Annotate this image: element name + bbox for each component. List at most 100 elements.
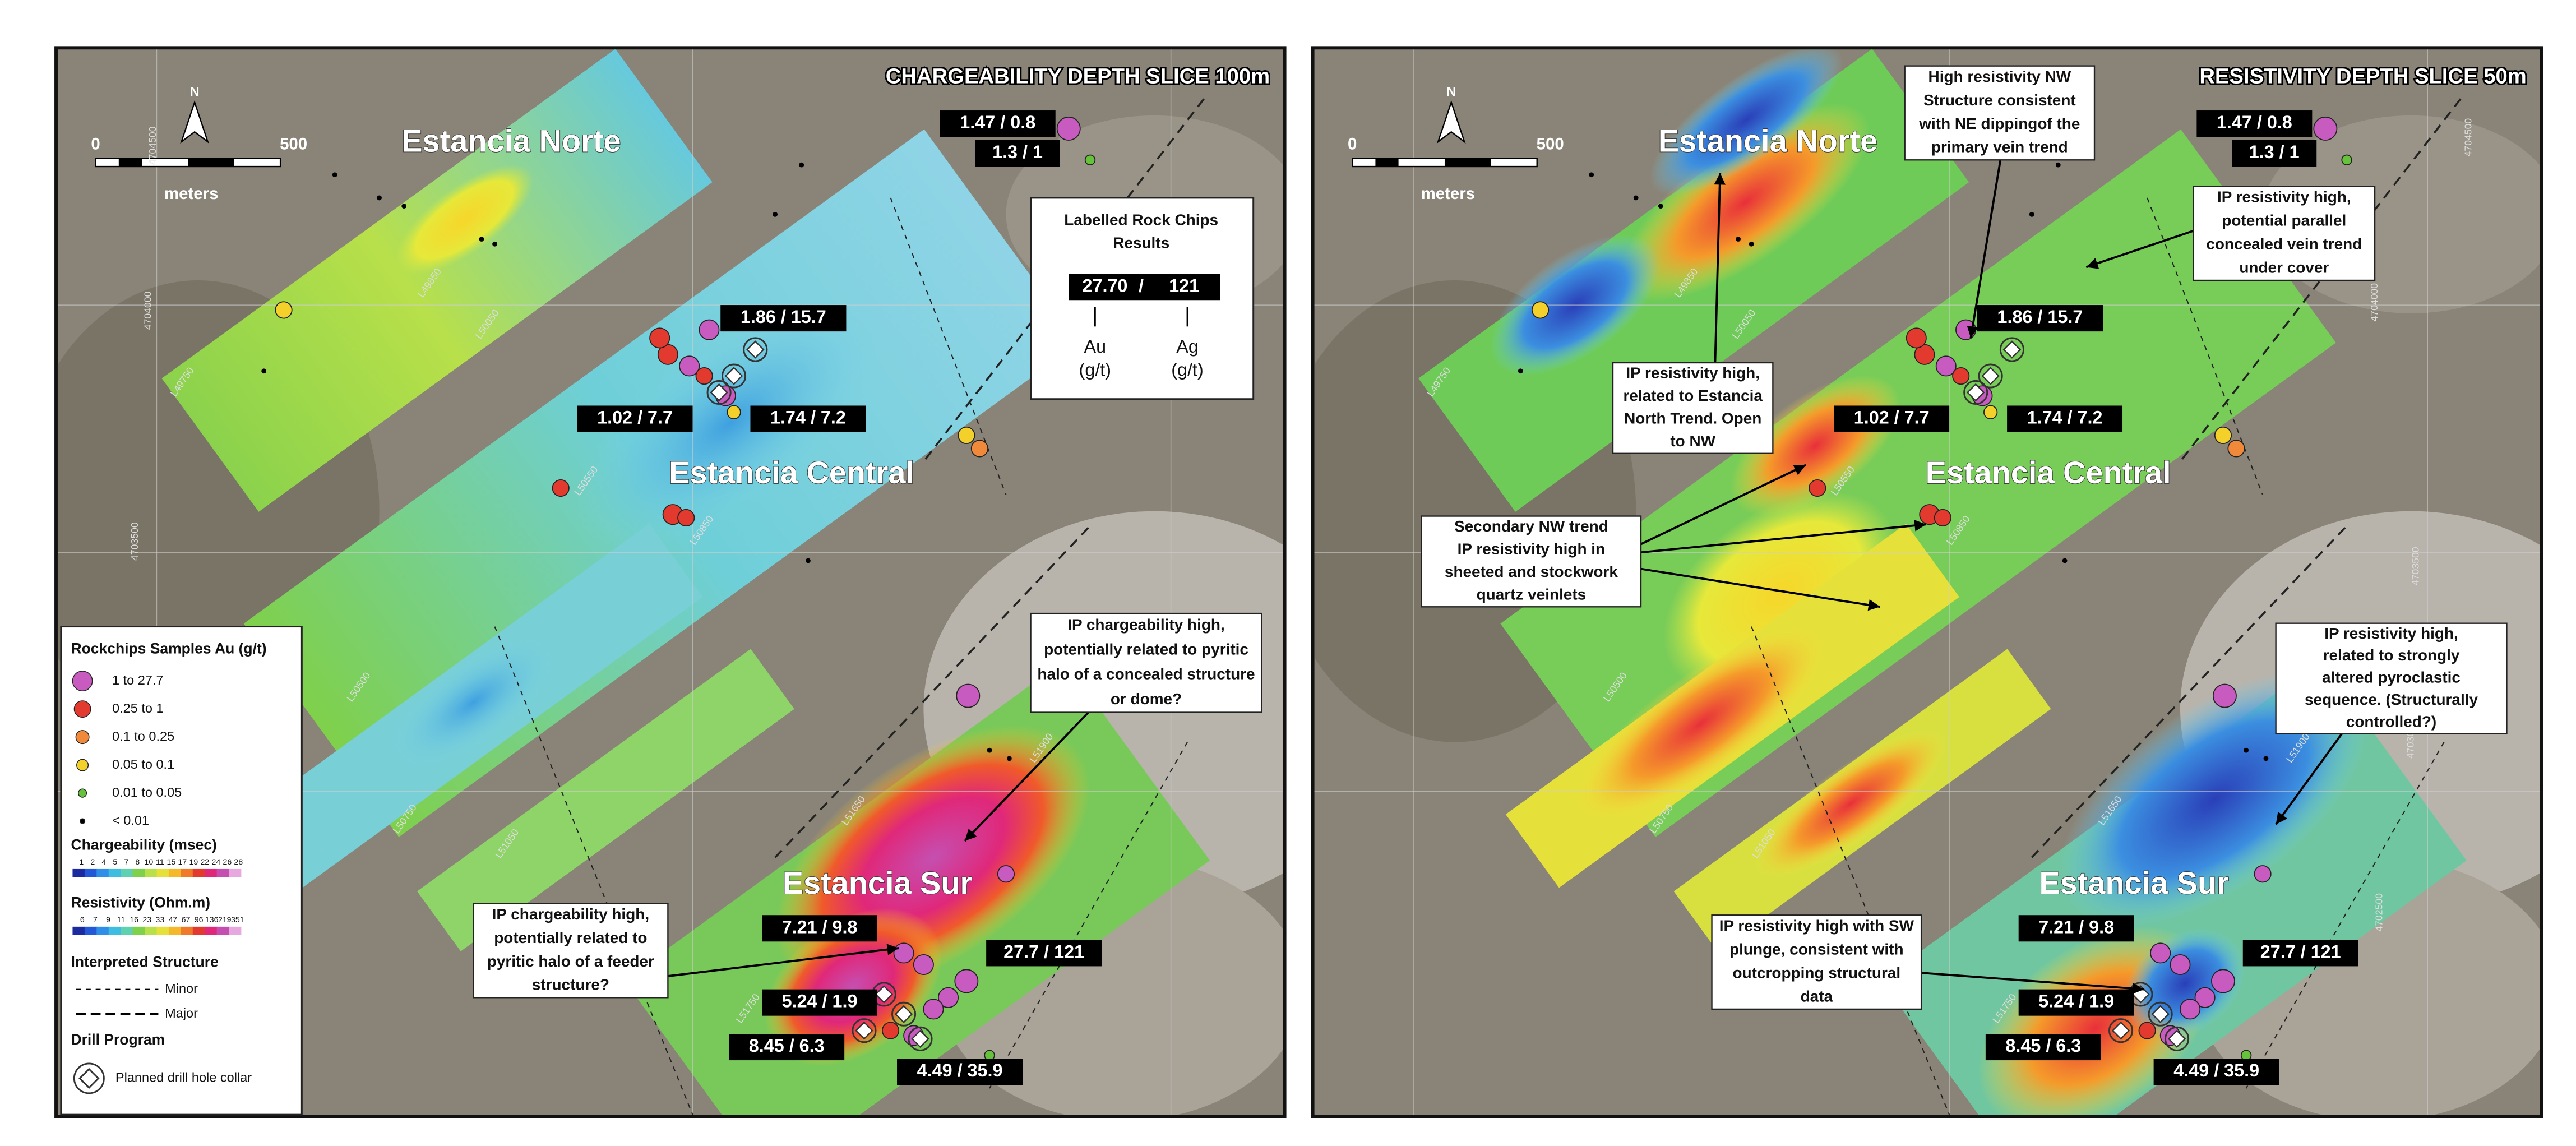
colorbar-tick: 6 <box>80 915 85 924</box>
annotation-text: to NW <box>1670 432 1715 450</box>
sample-point <box>1934 509 1951 527</box>
sample-label: 1.02 / 7.7 <box>1854 408 1930 428</box>
map-overlay: CHARGEABILITY DEPTH SLICE 100m 0 500 meters… <box>57 49 2540 1116</box>
colorbar-segment <box>205 868 218 877</box>
colorbar-tick: 9 <box>106 915 110 924</box>
major-structure <box>2031 526 2346 858</box>
sample-label-box <box>940 110 1056 137</box>
annotation-box <box>1421 515 1642 608</box>
sample-point <box>699 319 720 340</box>
legend-symbol <box>79 818 86 824</box>
legend-title: Resistivity (Ohm.m) <box>71 894 210 911</box>
sample-point <box>492 241 497 247</box>
legend-label: Minor <box>165 981 198 996</box>
colorbar-segment <box>132 868 145 877</box>
colorbar-segment <box>168 926 182 935</box>
drill-collar <box>891 1001 917 1027</box>
area-label: Estancia Central <box>1926 455 2171 490</box>
colorbar-tick: 8 <box>135 857 140 866</box>
colorbar-tick: 11 <box>117 915 126 924</box>
colorbar-segment <box>216 926 229 935</box>
key-title: Results <box>1113 234 1169 252</box>
legend-label: 1 to 27.7 <box>112 673 164 687</box>
drill-collar <box>1966 383 1985 402</box>
sample-point <box>923 999 944 1020</box>
sample-label: 4.49 / 35.9 <box>2173 1060 2259 1080</box>
northing-label: 4704000 <box>2369 283 2380 322</box>
annotation-arrowhead <box>2276 811 2288 825</box>
annotation-text: structure? <box>532 976 609 993</box>
drill-collar <box>2165 1026 2190 1051</box>
sample-point <box>1935 355 1957 377</box>
colorbar-tick: 19 <box>189 857 198 866</box>
colorbar-segment <box>181 926 193 935</box>
sample-point <box>937 987 959 1008</box>
sample-label: 4.49 / 35.9 <box>917 1060 1003 1080</box>
legend-symbol <box>76 759 89 771</box>
sample-point <box>2341 154 2352 165</box>
colorbar-tick: 67 <box>182 915 191 924</box>
drill-collar <box>908 1026 933 1051</box>
sample-point <box>997 865 1015 883</box>
minor-structure <box>2245 741 2445 1089</box>
annotation-text: quartz veinlets <box>1477 585 1587 603</box>
legend-label: 0.1 to 0.25 <box>112 729 174 743</box>
sample-label-box <box>2153 1059 2279 1085</box>
sample-label: 5.24 / 1.9 <box>2038 991 2114 1011</box>
scale-end: 500 <box>1537 135 1564 154</box>
colorbar-tick: 7 <box>124 857 128 866</box>
annotation-box <box>1711 914 1922 1010</box>
sample-label-box <box>2007 405 2123 432</box>
sample-point <box>1914 344 1935 365</box>
drill-collar <box>1978 363 2003 389</box>
sample-label-box <box>720 305 847 332</box>
major-structure <box>774 526 1089 858</box>
colorbar-tick: 47 <box>169 915 178 924</box>
drill-collar <box>722 363 747 389</box>
scale-end: 500 <box>280 135 307 154</box>
sample-point <box>2313 116 2338 141</box>
sample-point <box>806 558 811 563</box>
northing-label: 4704000 <box>142 291 153 330</box>
sample-point <box>1736 237 1741 242</box>
sample-point <box>2180 999 2201 1020</box>
legend-title: Drill Program <box>71 1031 165 1048</box>
sample-point <box>2055 162 2061 168</box>
annotation-text: under cover <box>2239 258 2329 276</box>
drill-collar <box>743 337 768 362</box>
sample-point <box>1518 368 1523 374</box>
annotation-arrowhead <box>886 944 899 955</box>
colorbar-tick: 23 <box>142 915 151 924</box>
annotation-text: IP resistivity high with SW <box>1719 917 1914 935</box>
scale-unit: meters <box>1421 184 1475 203</box>
sample-point <box>2244 747 2249 753</box>
drill-collar <box>2151 1005 2170 1023</box>
sample-point <box>1084 154 1096 165</box>
legend-label: 0.01 to 0.05 <box>112 785 182 800</box>
sample-point <box>2263 756 2269 761</box>
annotation-text: IP chargeability high, <box>1067 616 1225 633</box>
colorbar-tick: 10 <box>144 857 153 866</box>
annotation-text: IP chargeability high, <box>492 905 650 923</box>
colorbar-segment <box>192 926 206 935</box>
sample-label: 1.47 / 0.8 <box>2217 112 2292 132</box>
colorbar-segment <box>72 868 85 877</box>
drill-collar <box>911 1029 929 1048</box>
sample-label: 1.86 / 15.7 <box>741 307 826 327</box>
sample-label: 1.02 / 7.7 <box>597 408 673 428</box>
colorbar-segment <box>84 868 98 877</box>
scale-bar <box>1444 158 1491 167</box>
annotation-text: North Trend. Open <box>1624 409 1761 427</box>
sample-label-box <box>577 405 693 432</box>
annotation-text: sequence. (Structurally <box>2305 691 2478 708</box>
sample-point <box>727 405 741 419</box>
sample-point <box>1952 367 1970 385</box>
sample-point <box>1006 756 1012 761</box>
colorbar-segment <box>156 868 169 877</box>
sample-point <box>401 204 407 209</box>
northing-label: 4703500 <box>2409 547 2421 585</box>
annotation-text: sheeted and stockwork <box>1445 563 1618 580</box>
sample-label-box <box>975 140 1060 167</box>
